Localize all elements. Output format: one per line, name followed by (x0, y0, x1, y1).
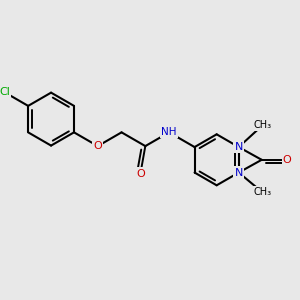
Text: O: O (93, 141, 102, 151)
Text: Cl: Cl (0, 87, 10, 97)
Text: CH₃: CH₃ (253, 187, 271, 197)
Text: N: N (235, 142, 243, 152)
Text: O: O (136, 169, 145, 178)
Text: NH: NH (161, 128, 177, 137)
Text: CH₃: CH₃ (253, 121, 271, 130)
Text: N: N (235, 168, 243, 178)
Text: O: O (283, 155, 292, 165)
